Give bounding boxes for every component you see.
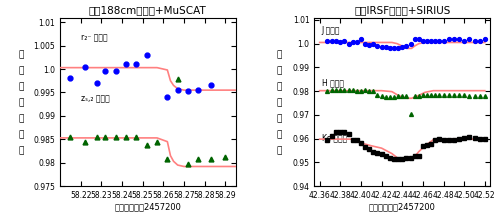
Text: る: る [276,130,282,139]
Text: r₂⁻ バンド: r₂⁻ バンド [81,33,108,42]
Text: の: の [18,98,24,107]
Text: け: け [18,82,24,91]
X-axis label: ユリウス日・2457200: ユリウス日・2457200 [369,203,436,212]
Text: 見: 見 [276,50,282,59]
Title: 岡山188cm望遠鏡+MuSCAT: 岡山188cm望遠鏡+MuSCAT [89,5,206,15]
Text: の: の [276,98,282,107]
Text: Ks バンド: Ks バンド [322,134,347,143]
Title: 南アIRSF望遠鏡+SIRIUS: 南アIRSF望遠鏡+SIRIUS [354,5,450,15]
Text: か: か [276,66,282,75]
Text: さ: さ [276,146,282,155]
Text: か: か [18,66,24,75]
Text: J バンド: J バンド [322,26,340,35]
Text: zₛ,₂ バンド: zₛ,₂ バンド [81,95,110,104]
Text: る: る [18,130,24,139]
Text: さ: さ [18,146,24,155]
Text: 見: 見 [18,50,24,59]
Text: 明: 明 [276,114,282,123]
Text: け: け [276,82,282,91]
Text: H バンド: H バンド [322,78,344,87]
Text: 明: 明 [18,114,24,123]
X-axis label: ユリウス日・2457200: ユリウス日・2457200 [114,203,181,212]
